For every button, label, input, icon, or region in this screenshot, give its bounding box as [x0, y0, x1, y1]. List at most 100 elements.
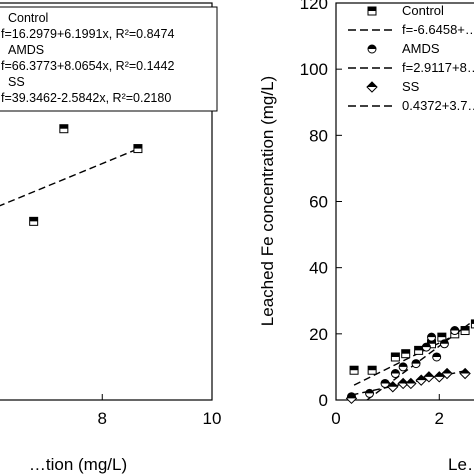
right-control-point: [460, 326, 470, 336]
right-amds-point: [380, 378, 390, 388]
right-ss-point: [397, 377, 409, 390]
right-legend-label: AMDS: [402, 41, 440, 56]
right-amds-point: [439, 339, 449, 349]
right-amds-point: [427, 332, 437, 342]
right-ss-point-fill: [460, 368, 471, 374]
right-control-point: [414, 345, 424, 355]
right-ss-point: [423, 371, 435, 383]
right-control-point-fill: [461, 326, 470, 331]
right-amds-point-fill: [450, 326, 459, 331]
right-amds-point: [421, 342, 431, 352]
left-control-point: [59, 124, 69, 134]
right-y-axis-label: Leached Fe concentration (mg/L): [258, 76, 277, 326]
right-legend-marker: [367, 6, 377, 16]
right-legend-label: 0.4372+3.7…: [402, 98, 474, 113]
left-legend-label: SS: [8, 75, 25, 89]
right-y-tick-label: 80: [309, 126, 328, 145]
right-legend-marker-fill: [368, 45, 376, 49]
right-amds-point-fill: [440, 339, 449, 344]
right-amds-point-fill: [412, 359, 421, 364]
right-amds-point: [390, 369, 400, 379]
left-x-tick-label: 8: [98, 409, 107, 428]
right-ss-point-fill: [405, 378, 416, 384]
right-amds-point-fill: [422, 343, 431, 348]
right-control-point-fill: [414, 346, 423, 351]
left-legend-label: f=16.2979+6.1991x, R²=0.8474: [1, 27, 174, 41]
right-control-point-fill: [391, 352, 400, 357]
right-legend-label: Control: [402, 3, 444, 18]
right-ss-point: [441, 367, 453, 380]
right-ss-point-fill: [416, 375, 427, 381]
right-ss-point: [433, 371, 445, 383]
right-legend-marker-fill: [367, 82, 377, 87]
right-control-point-fill: [437, 333, 446, 338]
right-control-point-fill: [471, 319, 474, 324]
left-control-point-fill: [29, 217, 38, 222]
right-y-tick-label: 0: [319, 391, 328, 410]
right-amds-point: [411, 359, 421, 369]
right-legend: Control f=-6.6458+… AMDS f=2.9117+8… SS 0.437…: [348, 3, 474, 113]
right-control-point: [470, 319, 474, 329]
right-control-point: [349, 365, 359, 375]
right-legend-marker-fill: [368, 7, 376, 11]
right-amds-point-fill: [399, 362, 408, 367]
right-y-tick-label: 100: [300, 60, 328, 79]
left-legend-label: AMDS: [8, 43, 44, 57]
left-fit-line-0: [0, 148, 139, 207]
right-ss-point: [345, 392, 358, 405]
left-legend-box: [0, 6, 218, 112]
left-data-points: [29, 124, 143, 226]
right-control-point-fill: [427, 339, 436, 344]
right-y-tick-label: 120: [300, 0, 328, 13]
right-amds-point-fill: [365, 389, 374, 394]
left-control-point: [29, 216, 39, 226]
right-amds-point: [365, 388, 375, 398]
right-amds-point: [450, 326, 460, 336]
left-fit-lines: [0, 148, 139, 207]
right-x-axis-label: Le…: [448, 455, 474, 474]
right-ss-point-fill: [387, 381, 398, 387]
right-ss-point: [405, 377, 417, 390]
left-x-tick-label: 10: [203, 409, 222, 428]
right-control-point-fill: [368, 366, 377, 371]
left-control-point-fill: [59, 124, 68, 129]
right-ss-point-fill: [346, 393, 357, 399]
right-ss-point-fill: [442, 368, 453, 374]
right-y-tick-label: 60: [309, 193, 328, 212]
right-data-points: [345, 319, 474, 405]
left-legend-label: Control: [8, 11, 48, 25]
right-legend-marker: [366, 81, 378, 93]
right-y-tick-label: 40: [309, 259, 328, 278]
right-x-tick-label: 2: [435, 409, 444, 428]
right-control-point: [401, 349, 411, 359]
left-control-point-fill: [133, 144, 142, 149]
right-y-tick-label: 20: [309, 325, 328, 344]
left-control-point: [133, 144, 143, 154]
right-amds-point-fill: [427, 333, 436, 338]
right-ss-point: [387, 381, 399, 393]
left-panel: 8 10 Control f=16.2979+6.1991x, R²=0.8474 A…: [0, 2, 222, 474]
right-ss-point: [415, 374, 427, 386]
left-legend: Control f=16.2979+6.1991x, R²=0.8474 AMDS f…: [1, 11, 174, 105]
right-legend-label: f=2.9117+8…: [402, 60, 474, 75]
left-legend-label: f=39.3462-2.5842x, R²=0.2180: [1, 91, 171, 105]
left-plot-frame: [0, 2, 213, 401]
right-legend-label: SS: [402, 79, 420, 94]
right-legend-label: f=-6.6458+…: [402, 22, 474, 37]
right-control-point: [367, 365, 377, 375]
right-amds-point-fill: [391, 369, 400, 374]
right-legend-marker: [367, 44, 377, 54]
right-control-point-fill: [350, 366, 359, 371]
left-x-axis: 8 10: [98, 394, 222, 428]
right-ss-point-fill: [398, 378, 409, 384]
right-x-tick-label: 0: [331, 409, 340, 428]
left-x-axis-label: …tion (mg/L): [29, 455, 127, 474]
right-amds-point: [398, 362, 408, 372]
left-legend-label: f=66.3773+8.0654x, R²=0.1442: [1, 59, 174, 73]
right-ss-point-fill: [423, 371, 434, 377]
right-amds-point-fill: [381, 379, 390, 384]
right-control-point-fill: [401, 349, 410, 354]
